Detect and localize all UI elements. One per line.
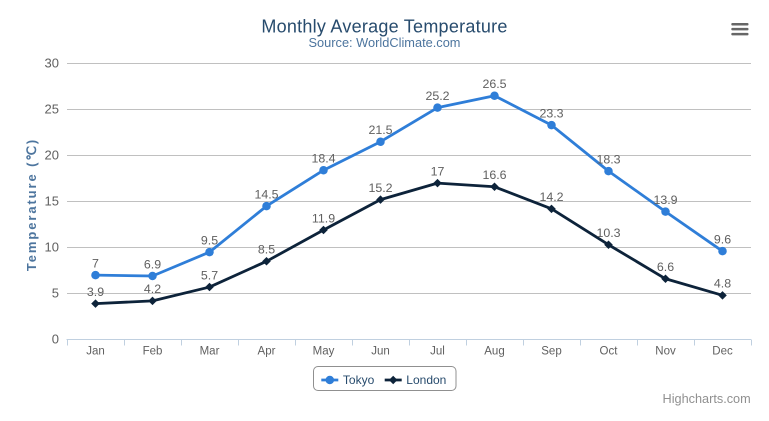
svg-text:Highcharts.com: Highcharts.com: [663, 392, 751, 406]
svg-text:11.9: 11.9: [312, 211, 335, 225]
svg-text:3.9: 3.9: [87, 285, 104, 299]
svg-text:25.2: 25.2: [425, 89, 449, 103]
svg-text:Mar: Mar: [200, 346, 220, 358]
svg-text:23.3: 23.3: [539, 106, 563, 120]
svg-text:6.9: 6.9: [144, 257, 161, 271]
svg-text:8.5: 8.5: [258, 243, 275, 257]
svg-text:Tokyo: Tokyo: [343, 373, 375, 387]
svg-text:5.7: 5.7: [201, 268, 218, 282]
svg-text:10.3: 10.3: [596, 226, 620, 240]
svg-text:13.9: 13.9: [653, 193, 677, 207]
svg-text:Jul: Jul: [430, 346, 445, 358]
svg-text:9.5: 9.5: [201, 233, 218, 247]
svg-text:30: 30: [45, 56, 59, 71]
svg-text:Jan: Jan: [86, 346, 105, 358]
svg-text:London: London: [406, 373, 446, 387]
svg-text:Apr: Apr: [258, 346, 276, 358]
svg-text:May: May: [313, 346, 335, 358]
svg-text:Feb: Feb: [143, 346, 163, 358]
svg-text:14.2: 14.2: [539, 190, 563, 204]
svg-text:16.6: 16.6: [482, 168, 506, 182]
svg-text:Monthly Average Temperature: Monthly Average Temperature: [261, 17, 507, 37]
svg-text:Aug: Aug: [484, 346, 504, 358]
svg-text:Sep: Sep: [541, 346, 561, 358]
svg-text:18.4: 18.4: [311, 152, 335, 166]
svg-text:20: 20: [45, 148, 59, 163]
svg-text:Jun: Jun: [371, 346, 390, 358]
svg-text:6.6: 6.6: [657, 260, 674, 274]
svg-text:15.2: 15.2: [368, 181, 392, 195]
svg-text:Temperature (℃): Temperature (℃): [24, 138, 39, 271]
svg-text:21.5: 21.5: [368, 123, 392, 137]
svg-text:14.5: 14.5: [254, 187, 278, 201]
svg-text:4.2: 4.2: [144, 282, 161, 296]
svg-text:25: 25: [45, 102, 59, 117]
svg-text:Dec: Dec: [712, 346, 733, 358]
svg-text:0: 0: [52, 332, 59, 347]
svg-text:15: 15: [45, 194, 59, 209]
svg-text:7: 7: [92, 256, 99, 270]
svg-text:Source: WorldClimate.com: Source: WorldClimate.com: [309, 35, 461, 50]
svg-text:Oct: Oct: [600, 346, 619, 358]
svg-text:9.6: 9.6: [714, 233, 731, 247]
svg-text:4.8: 4.8: [714, 277, 731, 291]
svg-text:10: 10: [45, 240, 59, 255]
svg-text:5: 5: [52, 286, 59, 301]
svg-text:18.3: 18.3: [596, 152, 620, 166]
svg-text:Nov: Nov: [655, 346, 676, 358]
svg-text:17: 17: [431, 164, 445, 178]
svg-text:26.5: 26.5: [482, 77, 506, 91]
